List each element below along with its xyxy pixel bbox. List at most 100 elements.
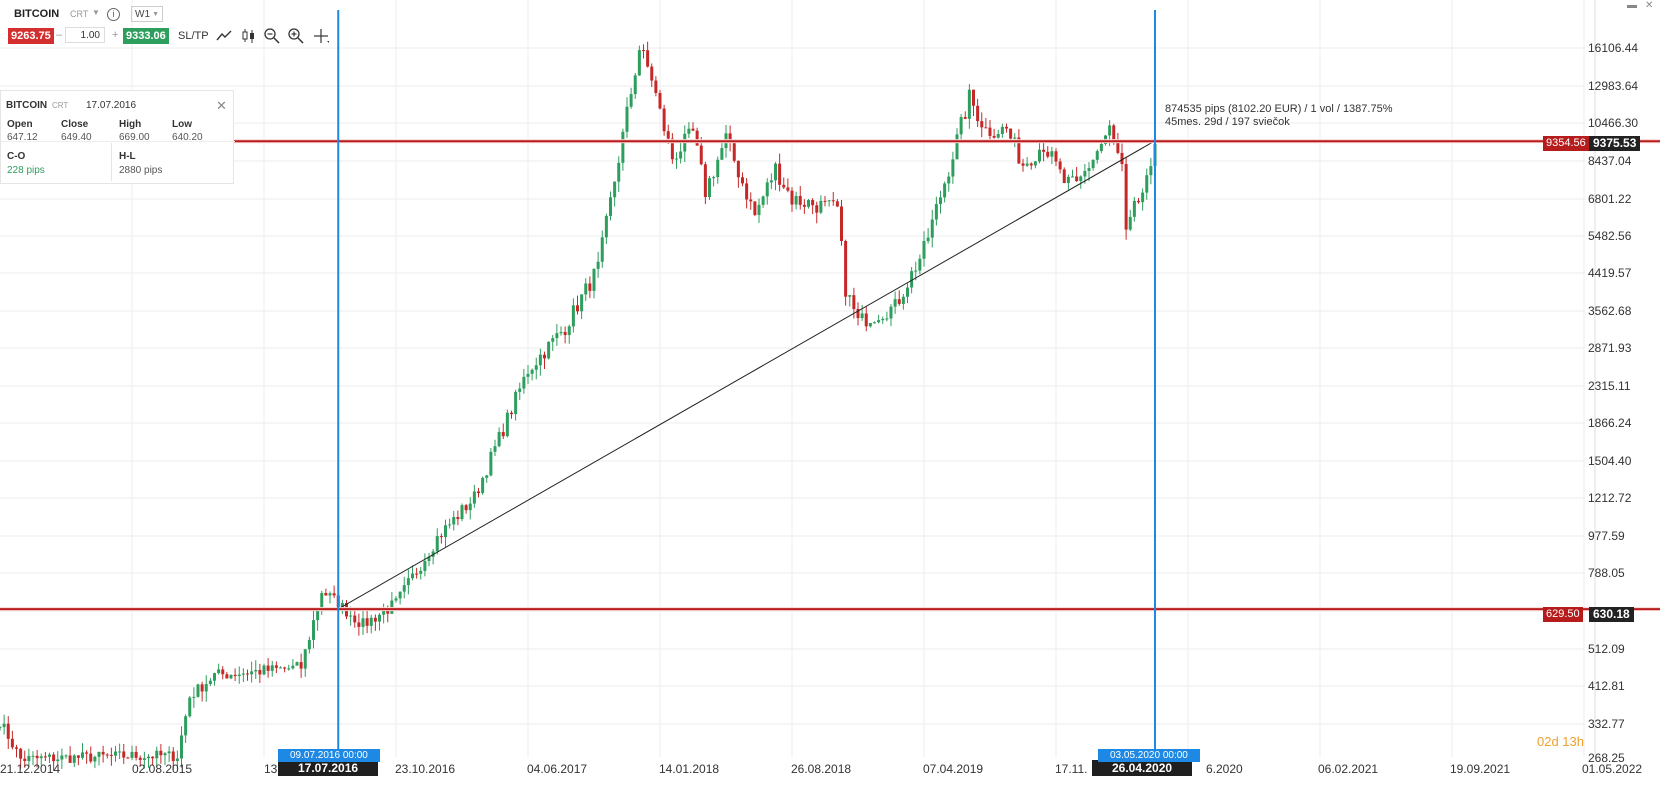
candle-body bbox=[19, 748, 23, 759]
candle-body bbox=[514, 391, 518, 415]
x-tick-label: 19.09.2021 bbox=[1450, 762, 1511, 776]
candle-body bbox=[180, 735, 183, 759]
candle-body bbox=[1116, 139, 1120, 153]
candle-body bbox=[584, 283, 588, 295]
candle-body bbox=[1137, 200, 1140, 203]
candle-body bbox=[1095, 151, 1099, 160]
info-icon[interactable]: i bbox=[107, 8, 120, 21]
trendline[interactable] bbox=[338, 140, 1156, 610]
candle-body bbox=[576, 305, 579, 312]
lot-increase-button[interactable]: + bbox=[112, 29, 119, 41]
candle-body bbox=[349, 615, 353, 617]
candle-body bbox=[662, 108, 666, 132]
candle-body bbox=[147, 756, 150, 759]
x-tick-label: 04.06.2017 bbox=[527, 762, 588, 776]
timeframe-select[interactable]: W1 ▼ bbox=[131, 6, 163, 22]
candle-body bbox=[1066, 176, 1070, 184]
candle-body bbox=[196, 684, 200, 697]
zoom-in-icon[interactable] bbox=[287, 27, 305, 45]
candle-body bbox=[778, 163, 782, 185]
crosshair-icon[interactable] bbox=[312, 27, 330, 45]
low-value: 640.20 bbox=[172, 132, 203, 143]
candle-body bbox=[105, 754, 109, 756]
buy-price-button[interactable]: 9333.06 bbox=[123, 28, 169, 44]
candle-body bbox=[679, 151, 683, 159]
instrument-type: CRT bbox=[70, 9, 89, 19]
low-label: Low bbox=[172, 119, 192, 130]
candle-body bbox=[547, 341, 551, 359]
candle-body bbox=[761, 196, 765, 205]
candle-body bbox=[703, 164, 707, 198]
y-tick-label: 4419.57 bbox=[1588, 266, 1632, 280]
line-chart-icon[interactable] bbox=[215, 27, 233, 45]
candle-body bbox=[802, 204, 806, 207]
candle-body bbox=[448, 524, 452, 526]
lot-decrease-button[interactable]: – bbox=[56, 29, 63, 41]
candle-body bbox=[1005, 126, 1008, 129]
zoom-out-icon[interactable] bbox=[263, 27, 281, 45]
candle-body bbox=[208, 680, 212, 685]
candle-body bbox=[52, 754, 56, 762]
candle-body bbox=[394, 598, 398, 601]
candle-body bbox=[604, 215, 608, 238]
candle-body bbox=[930, 219, 934, 238]
candle-body bbox=[835, 201, 839, 207]
y-tick-label: 1212.72 bbox=[1588, 491, 1632, 505]
lot-size-input[interactable]: 1.00 bbox=[65, 27, 105, 43]
chart-grid bbox=[0, 0, 1596, 757]
candle-body bbox=[93, 756, 97, 762]
candle-body bbox=[419, 570, 423, 574]
candlestick-icon[interactable] bbox=[240, 27, 258, 45]
chevron-down-icon: ▼ bbox=[152, 11, 159, 18]
candle-body bbox=[435, 536, 439, 552]
candle-body bbox=[369, 617, 373, 626]
minimize-icon[interactable]: ▬ bbox=[1627, 0, 1637, 11]
close-window-icon[interactable]: ✕ bbox=[1645, 0, 1654, 11]
high-label: High bbox=[119, 119, 142, 130]
candle-body bbox=[534, 365, 538, 370]
candle-body bbox=[316, 608, 320, 621]
candle-body bbox=[357, 622, 361, 627]
end-date-marker[interactable]: 26.04.2020 bbox=[1092, 760, 1193, 776]
candle-body bbox=[617, 162, 621, 182]
candle-body bbox=[716, 159, 720, 178]
candle-body bbox=[959, 117, 963, 135]
candle-body bbox=[592, 268, 596, 291]
candle-body bbox=[423, 561, 427, 571]
candle-body bbox=[654, 80, 658, 93]
candle-body bbox=[873, 322, 876, 324]
candle-body bbox=[580, 294, 584, 312]
sltp-button[interactable]: SL/TP bbox=[178, 30, 209, 42]
candle-body bbox=[934, 204, 938, 220]
symbol-name[interactable]: BITCOIN bbox=[14, 8, 60, 20]
sell-price-button[interactable]: 9263.75 bbox=[8, 28, 54, 44]
candle-body bbox=[786, 187, 790, 191]
candle-body bbox=[868, 322, 872, 327]
start-date-marker[interactable]: 17.07.2016 bbox=[278, 760, 379, 776]
candle-body bbox=[563, 331, 567, 336]
candle-body bbox=[1054, 151, 1058, 162]
chart-toolbar: BITCOIN CRT ▼ i W1 ▼ 9263.75 – 1.00 + 93… bbox=[0, 0, 330, 48]
y-tick-label: 512.09 bbox=[1588, 642, 1625, 656]
candle-body bbox=[23, 758, 27, 761]
measurement-readout: 874535 pips (8102.20 EUR) / 1 vol / 1387… bbox=[1165, 103, 1392, 129]
hl-label: H-L bbox=[119, 151, 136, 162]
candle-body bbox=[258, 669, 262, 675]
candle-body bbox=[192, 696, 196, 698]
candle-body bbox=[225, 674, 229, 679]
timeframe-value: W1 bbox=[135, 9, 150, 20]
candle-body bbox=[774, 163, 777, 181]
candle-body bbox=[967, 89, 971, 119]
candle-body bbox=[860, 313, 864, 319]
candle-body bbox=[295, 662, 299, 666]
candle-body bbox=[299, 662, 303, 669]
x-tick-label: 6.2020 bbox=[1206, 762, 1243, 776]
candle-body bbox=[1075, 176, 1079, 182]
candle-body bbox=[142, 758, 146, 760]
candle-body bbox=[877, 320, 881, 323]
candle-body bbox=[823, 200, 827, 202]
chevron-down-icon[interactable]: ▼ bbox=[92, 8, 100, 17]
candle-body bbox=[1013, 137, 1017, 139]
close-icon[interactable]: ✕ bbox=[216, 98, 227, 113]
